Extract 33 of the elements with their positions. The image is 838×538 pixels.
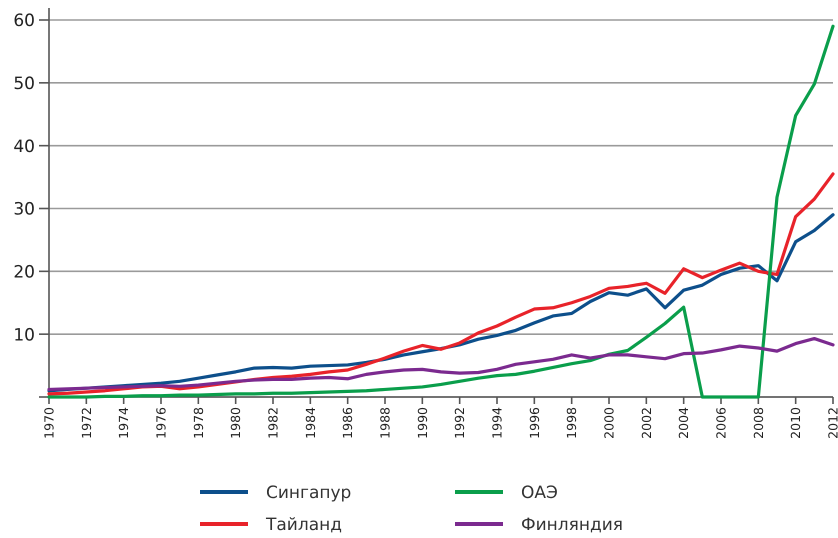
legend-label: Финляндия <box>521 515 624 535</box>
x-tick-label: 1972 <box>78 407 94 439</box>
x-tick-label: 1984 <box>302 406 318 439</box>
x-tick-label: 1976 <box>154 406 168 439</box>
legend-label: Тайланд <box>265 515 342 535</box>
y-tick-label: 30 <box>13 200 35 220</box>
legend-label: ОАЭ <box>521 483 558 503</box>
x-tick-label: 1998 <box>564 406 580 439</box>
y-tick-label: 10 <box>13 325 35 346</box>
legend-label: Сингапур <box>266 483 352 503</box>
x-tick-label: 1996 <box>526 406 542 439</box>
x-tick-label: 1988 <box>378 406 392 439</box>
x-tick-label: 2006 <box>714 406 728 439</box>
x-tick-label: 1974 <box>116 406 132 439</box>
x-tick-label: 2004 <box>676 406 692 439</box>
x-tick-label: 2000 <box>602 406 616 439</box>
y-tick-label: 60 <box>13 11 35 32</box>
x-tick-label: 1978 <box>190 406 206 439</box>
line-series <box>47 336 835 392</box>
x-tick-label: 1970 <box>42 406 56 439</box>
x-tick-label: 1994 <box>490 406 504 439</box>
x-tick-label: 2012 <box>826 407 838 439</box>
x-tick-label: 2010 <box>788 406 804 439</box>
x-tick-label: 1990 <box>414 406 430 439</box>
x-tick-label: 1980 <box>228 406 244 439</box>
x-tick-label: 1982 <box>266 407 280 439</box>
y-tick-label: 20 <box>13 262 35 282</box>
x-tick-label: 2002 <box>638 407 654 439</box>
y-tick-label: 40 <box>13 136 35 157</box>
x-tick-label: 1992 <box>452 407 468 439</box>
x-tick-label: 2008 <box>750 406 766 439</box>
x-tick-label: 1986 <box>340 406 356 439</box>
y-tick-label: 50 <box>13 74 35 94</box>
